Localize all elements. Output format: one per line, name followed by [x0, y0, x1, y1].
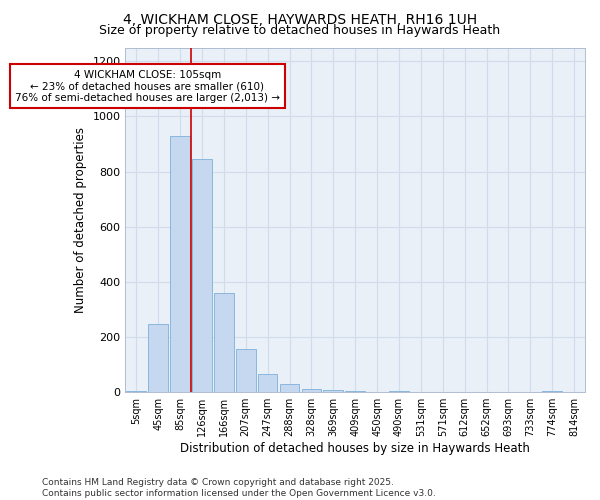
Bar [389, 391, 409, 392]
Bar [258, 374, 277, 392]
Bar [127, 391, 146, 392]
Text: 4 WICKHAM CLOSE: 105sqm
← 23% of detached houses are smaller (610)
76% of semi-d: 4 WICKHAM CLOSE: 105sqm ← 23% of detache… [15, 70, 280, 103]
Text: 4, WICKHAM CLOSE, HAYWARDS HEATH, RH16 1UH: 4, WICKHAM CLOSE, HAYWARDS HEATH, RH16 1… [123, 12, 477, 26]
Bar [148, 324, 168, 392]
Bar [236, 350, 256, 392]
Text: Size of property relative to detached houses in Haywards Heath: Size of property relative to detached ho… [100, 24, 500, 37]
Bar [302, 388, 321, 392]
Bar [280, 384, 299, 392]
Bar [170, 136, 190, 392]
Bar [214, 293, 234, 392]
Y-axis label: Number of detached properties: Number of detached properties [74, 127, 87, 313]
Bar [323, 390, 343, 392]
Bar [192, 159, 212, 392]
X-axis label: Distribution of detached houses by size in Haywards Heath: Distribution of detached houses by size … [180, 442, 530, 455]
Text: Contains HM Land Registry data © Crown copyright and database right 2025.
Contai: Contains HM Land Registry data © Crown c… [42, 478, 436, 498]
